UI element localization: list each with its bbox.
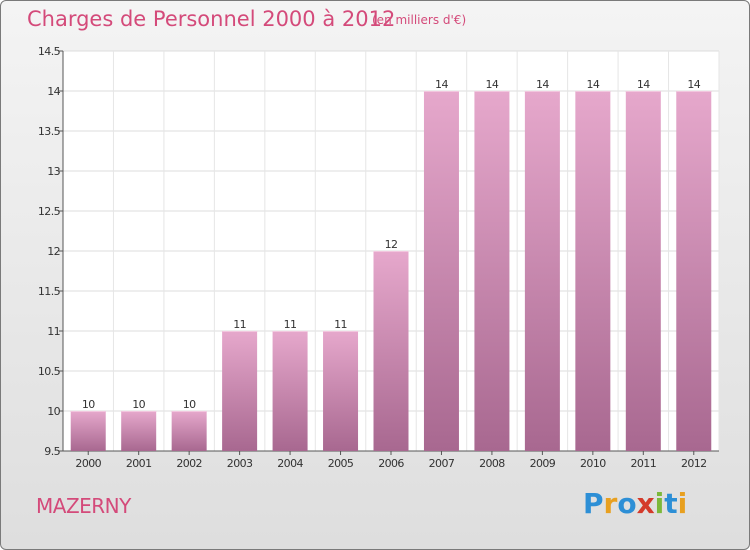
logo-letter: x: [636, 487, 655, 520]
x-tick-label-2004: 2004: [277, 457, 303, 470]
bar-2012[interactable]: [676, 91, 712, 451]
data-label-2008: 14: [486, 78, 499, 91]
x-tick-label-2006: 2006: [378, 457, 404, 470]
data-label-2003: 11: [233, 318, 246, 331]
x-tick-label-2000: 2000: [75, 457, 101, 470]
y-tick-label: 10: [47, 405, 60, 418]
logo-letter: i: [677, 487, 688, 520]
data-label-2001: 10: [132, 398, 145, 411]
logo-letter: P: [583, 487, 604, 520]
data-label-2006: 12: [385, 238, 398, 251]
y-tick-label: 14: [47, 85, 60, 98]
data-label-2007: 14: [435, 78, 448, 91]
data-label-2009: 14: [536, 78, 549, 91]
bar-2000[interactable]: [70, 411, 106, 451]
bar-2001[interactable]: [121, 411, 157, 451]
bar-2003[interactable]: [222, 331, 258, 451]
y-tick-label: 12.5: [38, 205, 61, 218]
data-label-2000: 10: [82, 398, 95, 411]
x-tick-label-2010: 2010: [580, 457, 606, 470]
labels: 9.5 10 10.5 11 11.5 12 12.5 13 13.5 14 14.5 10 2000 1…: [38, 45, 707, 470]
bar-2009[interactable]: [524, 91, 560, 451]
y-tick-label: 11.5: [38, 285, 61, 298]
x-tick-label-2012: 2012: [681, 457, 707, 470]
logo-letter: r: [603, 487, 618, 520]
data-label-2004: 11: [284, 318, 297, 331]
bar-2006[interactable]: [373, 251, 409, 451]
bar-2011[interactable]: [625, 91, 661, 451]
y-tick-label: 13: [47, 165, 60, 178]
y-tick-label: 10.5: [38, 365, 61, 378]
y-tick-label: 13.5: [38, 125, 61, 138]
commune-name: MAZERNY: [36, 494, 131, 518]
y-tick-label: 11: [47, 325, 60, 338]
bar-2005[interactable]: [323, 331, 359, 451]
data-label-2010: 14: [586, 78, 599, 91]
data-label-2005: 11: [334, 318, 347, 331]
x-tick-label-2001: 2001: [126, 457, 152, 470]
logo-letter: o: [617, 487, 637, 520]
chart-title: Charges de Personnel 2000 à 2012: [27, 7, 396, 31]
data-label-2011: 14: [637, 78, 650, 91]
bar-2002[interactable]: [171, 411, 207, 451]
bars: [70, 91, 712, 451]
x-tick-label-2007: 2007: [429, 457, 455, 470]
bar-2007[interactable]: [423, 91, 459, 451]
x-tick-label-2003: 2003: [227, 457, 253, 470]
x-tick-label-2005: 2005: [328, 457, 354, 470]
data-label-2012: 14: [687, 78, 700, 91]
y-tick-label: 14.5: [38, 45, 61, 58]
x-tick-label-2002: 2002: [176, 457, 202, 470]
bar-2008[interactable]: [474, 91, 510, 451]
bar-2004[interactable]: [272, 331, 308, 451]
bar-2010[interactable]: [575, 91, 611, 451]
y-tick-label: 12: [47, 245, 60, 258]
x-tick-label-2011: 2011: [631, 457, 657, 470]
proxiti-logo[interactable]: Proxiti: [583, 487, 687, 520]
x-tick-label-2008: 2008: [479, 457, 505, 470]
chart-subtitle: (en milliers d'€): [372, 13, 467, 27]
logo-letter: i: [654, 487, 665, 520]
data-label-2002: 10: [183, 398, 196, 411]
logo-letter: t: [664, 487, 678, 520]
y-tick-label: 9.5: [44, 445, 60, 458]
x-tick-label-2009: 2009: [530, 457, 556, 470]
